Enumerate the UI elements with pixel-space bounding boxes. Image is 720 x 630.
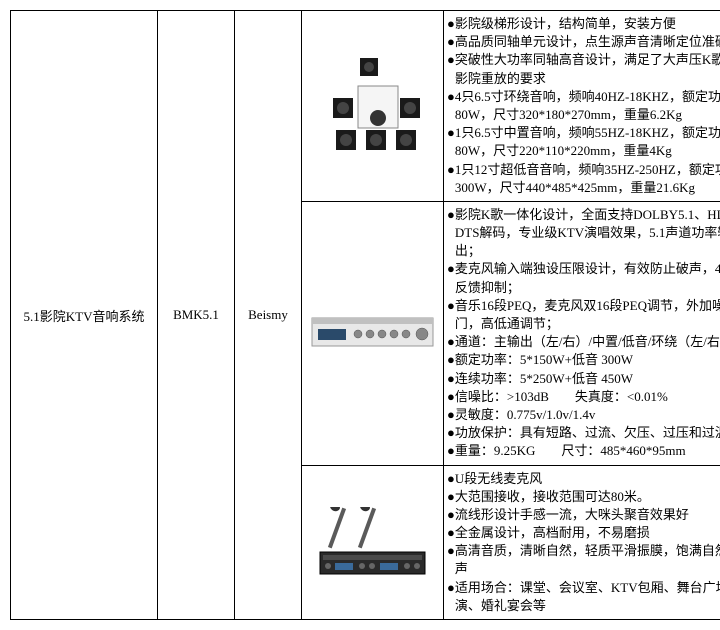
spec-bullet: 突破性大功率同轴高音设计，满足了大声压K歌和影院重放的要求: [447, 51, 720, 87]
spec-cell-2: 影院K歌一体化设计，全面支持DOLBY5.1、HD、DTS解码，专业级KTV演唱…: [444, 201, 720, 465]
spec-bullet: 信噪比：>103dB 失真度：<0.01%: [447, 388, 720, 406]
spec-table: 5.1影院KTV音响系统 BMK5.1 Beismy 影院级梯形设计，结构简单，…: [10, 10, 720, 620]
spec-cell-3: U段无线麦克风大范围接收，接收范围可达80米。流线形设计手感一流，大咪头聚音效果…: [444, 465, 720, 620]
spec-bullet: 连续功率：5*250W+低音 450W: [447, 370, 720, 388]
image-cell-1: [302, 11, 444, 202]
spec-bullet: 麦克风输入端独设压限设计，有效防止破声，4级反馈抑制；: [447, 260, 720, 296]
spec-cell-1: 影院级梯形设计，结构简单，安装方便高品质同轴单元设计，点生源声音清晰定位准确突破…: [444, 11, 720, 202]
spec-bullet: 流线形设计手感一流，大咪头聚音效果好: [447, 506, 720, 524]
spec-bullet: 额定功率：5*150W+低音 300W: [447, 351, 720, 369]
spec-bullet: 高品质同轴单元设计，点生源声音清晰定位准确: [447, 33, 720, 51]
model: BMK5.1: [173, 307, 219, 322]
product-name-cell: 5.1影院KTV音响系统: [11, 11, 158, 620]
spec-bullet: 高清音质，清晰自然，轻质平滑振膜，饱满自然之声: [447, 542, 720, 578]
brand-cell: Beismy: [235, 11, 302, 620]
image-cell-3: [302, 465, 444, 620]
spec-bullet: 通道：主输出（左/右）/中置/低音/环绕（左/右）: [447, 333, 720, 351]
spec-bullet: 大范围接收，接收范围可达80米。: [447, 488, 720, 506]
spec-bullet: 1只12寸超低音音响，频响35HZ-250HZ，额定功率300W，尺寸440*4…: [447, 161, 720, 197]
spec-bullet: 灵敏度：0.775v/1.0v/1.4v: [447, 406, 720, 424]
product-name: 5.1影院KTV音响系统: [24, 309, 145, 324]
spec-bullet: 4只6.5寸环绕音响，频响40HZ-18KHZ，额定功率80W，尺寸320*18…: [447, 88, 720, 124]
amplifier-icon: [310, 316, 435, 351]
spec-bullet: 音乐16段PEQ，麦克风双16段PEQ调节，外加噪声门，高低通调节；: [447, 297, 720, 333]
spec-bullet: 重量：9.25KG 尺寸：485*460*95mm: [447, 442, 720, 460]
spec-bullet: 功放保护：具有短路、过流、欠压、过压和过温: [447, 424, 720, 442]
spec-bullet: 全金属设计，高档耐用，不易磨损: [447, 524, 720, 542]
spec-bullet: 1只6.5寸中置音响，频响55HZ-18KHZ，额定功率80W，尺寸220*11…: [447, 124, 720, 160]
spec-bullet: 影院级梯形设计，结构简单，安装方便: [447, 15, 720, 33]
image-cell-2: [302, 201, 444, 465]
spec-bullet: 适用场合：课堂、会议室、KTV包厢、舞台广场表演、婚礼宴会等: [447, 579, 720, 615]
speaker-system-icon: [318, 58, 428, 153]
spec-bullet: 影院K歌一体化设计，全面支持DOLBY5.1、HD、DTS解码，专业级KTV演唱…: [447, 206, 720, 261]
model-cell: BMK5.1: [158, 11, 235, 620]
brand: Beismy: [248, 307, 288, 322]
wireless-mic-icon: [310, 507, 435, 577]
spec-bullet: U段无线麦克风: [447, 470, 720, 488]
